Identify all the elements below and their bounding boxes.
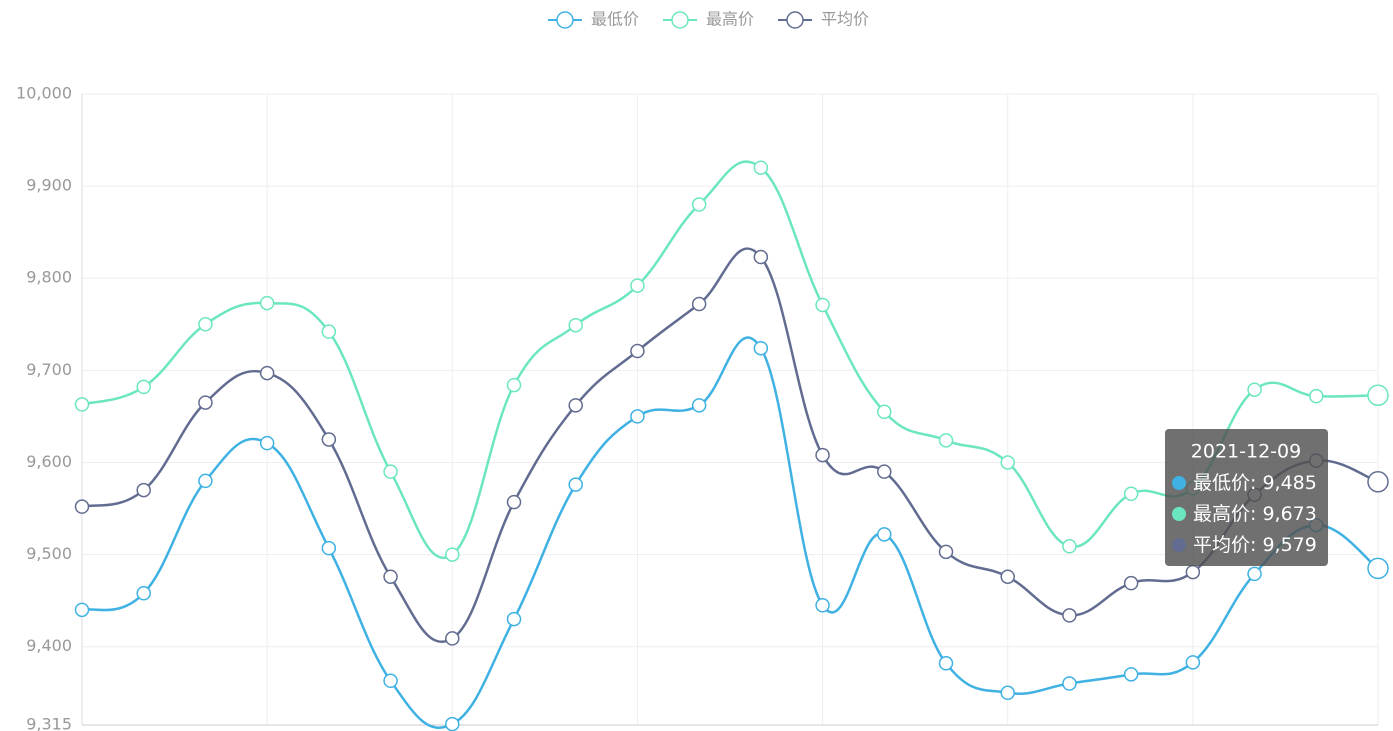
- tooltip-sep: :: [1250, 534, 1262, 556]
- point: [1062, 676, 1077, 691]
- tooltip-sep: :: [1250, 503, 1262, 525]
- point: [321, 540, 337, 556]
- point: [1123, 575, 1139, 591]
- point: [753, 340, 769, 356]
- point: [1062, 608, 1077, 623]
- y-tick-label: 9,900: [26, 176, 72, 195]
- point: [877, 527, 892, 542]
- point: [1367, 471, 1389, 493]
- point: [1000, 569, 1015, 584]
- series-line: [81, 247, 1379, 643]
- point: [1247, 382, 1262, 397]
- legend-icon: [786, 11, 804, 29]
- point: [198, 317, 213, 332]
- point: [259, 435, 275, 451]
- point: [506, 377, 522, 393]
- point: [445, 631, 460, 646]
- point: [815, 447, 830, 463]
- point: [877, 464, 892, 479]
- point: [74, 499, 90, 514]
- point: [753, 160, 769, 175]
- point: [321, 432, 337, 447]
- point: [1247, 566, 1262, 582]
- point: [506, 611, 522, 627]
- point: [506, 494, 522, 510]
- tooltip-dot: [1172, 538, 1186, 552]
- y-tick-label: 10,000: [16, 84, 72, 103]
- y-tick-label: 9,700: [26, 360, 72, 379]
- legend-icon: [671, 11, 689, 29]
- point: [1309, 388, 1324, 404]
- point: [1185, 655, 1201, 670]
- point: [630, 409, 645, 424]
- tooltip-row: 最低价: 9,485: [1193, 472, 1317, 494]
- point: [259, 295, 275, 311]
- tooltip-row: 最高价: 9,673: [1193, 503, 1317, 525]
- point: [568, 398, 583, 413]
- tooltip-dot: [1172, 476, 1186, 490]
- point: [630, 343, 645, 359]
- tooltip-row: 平均价: 9,579: [1193, 534, 1317, 556]
- tooltip-dot: [1172, 507, 1186, 521]
- legend-label: 最低价: [591, 10, 639, 29]
- point: [383, 673, 398, 689]
- tooltip-sep: :: [1250, 472, 1262, 494]
- point: [383, 569, 398, 584]
- series-line: [81, 336, 1379, 729]
- tooltip: 2021-12-09 最低价: 9,485 最高价: 9,673 平均价: 9,579: [1165, 429, 1328, 566]
- point: [1123, 486, 1139, 502]
- point: [815, 297, 830, 313]
- tooltip-title: 2021-12-09: [1191, 441, 1301, 463]
- y-tick-label: 9,315: [26, 715, 72, 731]
- point: [938, 433, 954, 448]
- y-tick-label: 9,800: [26, 268, 72, 287]
- point: [630, 278, 645, 293]
- tooltip-value: 9,485: [1262, 472, 1316, 494]
- point: [198, 473, 213, 489]
- point: [74, 602, 90, 618]
- point: [1367, 384, 1389, 406]
- y-tick-label: 9,400: [26, 636, 72, 655]
- point: [445, 547, 460, 562]
- tooltip-name: 平均价: [1193, 534, 1250, 556]
- point: [691, 296, 707, 312]
- point: [259, 365, 275, 381]
- point: [753, 249, 769, 265]
- point: [445, 716, 460, 731]
- point: [938, 544, 954, 560]
- legend-label: 平均价: [821, 10, 869, 29]
- point: [877, 404, 892, 420]
- point: [1367, 557, 1389, 580]
- point: [815, 597, 830, 613]
- point: [568, 317, 583, 333]
- point: [383, 464, 398, 479]
- point: [1185, 564, 1201, 580]
- legend-label: 最高价: [706, 10, 754, 29]
- point: [74, 397, 90, 412]
- tooltip-name: 最低价: [1193, 472, 1250, 494]
- point: [1123, 667, 1139, 682]
- point: [938, 656, 954, 671]
- tooltip-name: 最高价: [1193, 503, 1250, 525]
- point: [691, 398, 707, 413]
- point: [691, 197, 707, 212]
- tooltip-box: [1165, 429, 1328, 566]
- point: [136, 586, 151, 601]
- point: [198, 395, 213, 410]
- y-tick-label: 9,500: [26, 544, 72, 563]
- point: [321, 324, 337, 339]
- tooltip-value: 9,673: [1262, 503, 1316, 525]
- legend-icon: [556, 11, 574, 29]
- point: [568, 477, 583, 492]
- point: [1062, 539, 1077, 554]
- y-tick-label: 9,600: [26, 452, 72, 471]
- point: [136, 482, 151, 498]
- point: [1000, 455, 1015, 470]
- tooltip-value: 9,579: [1262, 534, 1316, 556]
- point: [1000, 685, 1015, 701]
- point: [136, 379, 151, 395]
